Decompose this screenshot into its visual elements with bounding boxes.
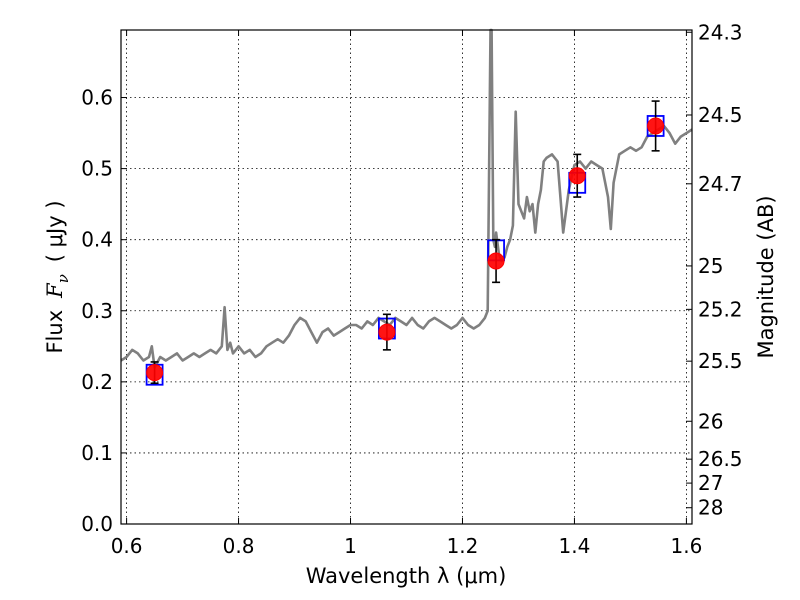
observed-point [568,167,586,185]
y-tick-label: 0.4 [81,228,113,252]
y-axis-label: FluxFν( μJy ) [43,200,72,353]
x-axis-label: Wavelength λ (μm) [306,564,507,588]
magnitude-tick-label: 25.2 [698,297,743,321]
x-tick-label: 0.6 [111,534,143,558]
series-layer [120,28,693,386]
magnitude-tick-label: 27 [698,471,723,495]
grid-lines [121,30,692,525]
magnitude-tick-label: 24.7 [698,172,743,196]
observed-point [378,323,396,341]
magnitude-tick-label: 25.5 [698,349,743,373]
observed-point [146,364,164,382]
x-tick-label: 0.8 [223,534,255,558]
observed-point [647,117,665,135]
x-tick-label: 1.6 [670,534,702,558]
y-tick-label: 0.2 [81,370,113,394]
axis-ticks: 0.6 0.8 1 1.2 1.4 1.6 0.0 0.1 0.2 0.3 0.4 0.5 0.6 24.… [81,20,742,558]
y-tick-label: 0.3 [81,299,113,323]
x-tick-label: 1.4 [559,534,591,558]
magnitude-tick-label: 25 [698,254,723,278]
plot-frame [120,29,693,525]
magnitude-tick-label: 24.3 [698,20,743,44]
y-tick-label: 0.1 [81,441,113,465]
magnitude-tick-label: 26 [698,409,723,433]
magnitude-tick-label: 24.5 [698,103,743,127]
magnitude-tick-label: 26.5 [698,447,743,471]
y-tick-label: 0.6 [81,86,113,110]
magnitude-tick-label: 28 [698,496,723,520]
spectrum-line [120,28,693,369]
y-tick-label: 0.0 [81,512,113,536]
x-tick-label: 1 [344,534,357,558]
y-tick-label: 0.5 [81,157,113,181]
y2-axis-label: Magnitude (AB) [754,195,778,358]
observed-point [487,252,505,270]
x-tick-label: 1.2 [447,534,479,558]
